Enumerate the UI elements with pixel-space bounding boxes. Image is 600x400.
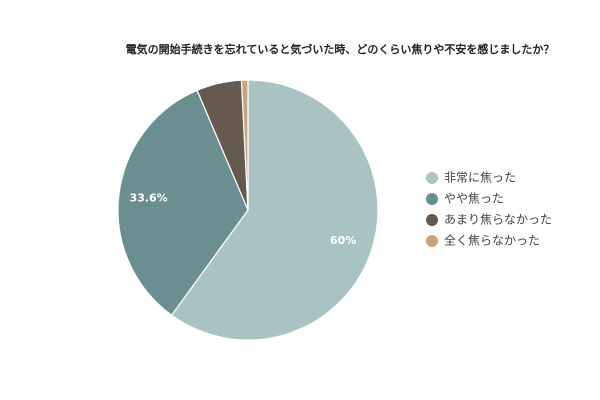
chart-title: 電気の開始手続きを忘れていると気づいた時、どのくらい焦りや不安を感じましたか？ xyxy=(126,42,555,56)
legend-swatch xyxy=(426,214,438,226)
data-label: 33.6% xyxy=(130,192,168,205)
legend-label: やや焦った xyxy=(444,192,504,206)
legend-swatch xyxy=(426,193,438,205)
legend-label: 全く焦らなかった xyxy=(444,233,540,248)
legend-swatch xyxy=(426,235,438,247)
legend-label: 非常に焦った xyxy=(444,171,516,185)
pie-slice xyxy=(117,89,249,317)
legend-label: あまり焦らなかった xyxy=(444,213,552,227)
pie-slice xyxy=(170,79,379,341)
legend-swatch xyxy=(426,172,438,184)
pie-slice xyxy=(240,79,249,211)
data-label: 60% xyxy=(330,234,356,247)
